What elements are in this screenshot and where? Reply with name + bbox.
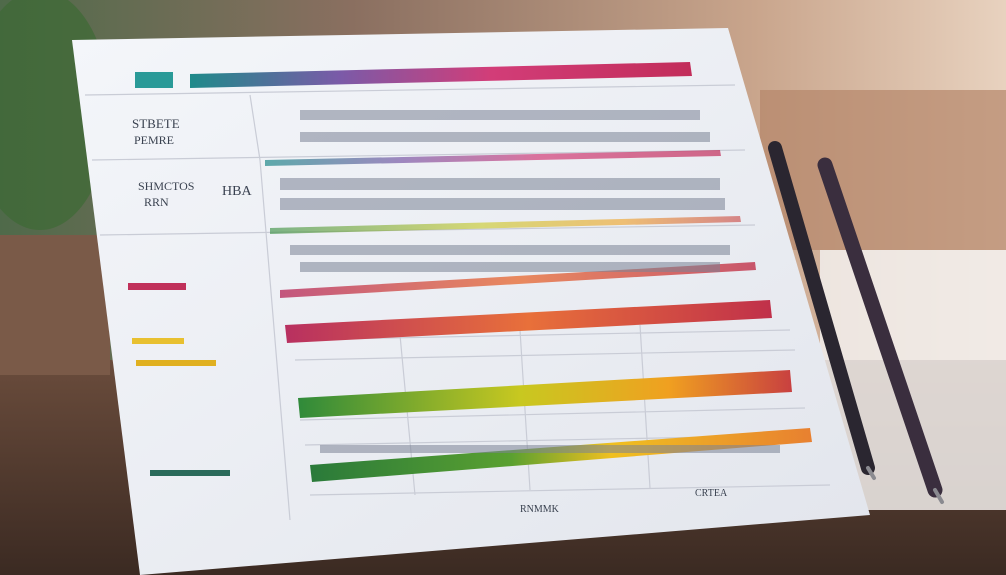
color-block [135, 72, 173, 88]
color-block [128, 283, 186, 290]
pen [817, 157, 943, 498]
color-stripe [310, 428, 812, 482]
row-label: PEMRE [134, 133, 174, 147]
sheet-grid [84, 84, 831, 521]
color-block [136, 360, 216, 366]
footer-label: CRTEA [695, 488, 728, 499]
color-block [150, 470, 230, 476]
row-label: SHMCTOS [138, 179, 194, 193]
color-stripe [270, 216, 741, 234]
footer-label: RNMMK [520, 504, 560, 515]
pen-tip [933, 488, 944, 504]
color-stripe [298, 370, 792, 418]
color-stripe [190, 62, 692, 88]
plant-pot [0, 235, 110, 375]
color-block [132, 338, 184, 344]
pen [768, 141, 875, 475]
pen-tip [866, 466, 876, 480]
color-stripe [265, 150, 721, 166]
pens [768, 141, 944, 504]
row-label: HBA [222, 184, 252, 199]
blurred-cells [280, 110, 780, 453]
color-stripe [285, 300, 772, 343]
row-label: RRN [144, 195, 169, 209]
row-label: STBETE [132, 116, 180, 131]
